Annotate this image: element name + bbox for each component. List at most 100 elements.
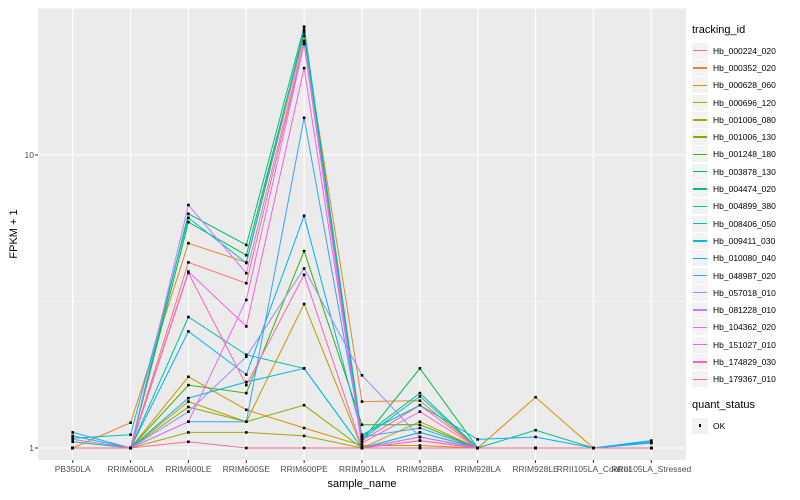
x-tick-label: RRIM600LA <box>107 464 154 474</box>
legend-entry-Hb_081228_010: Hb_081228_010 <box>692 301 798 319</box>
data-point <box>360 400 364 403</box>
data-point <box>187 375 190 379</box>
legend-entry-Hb_000628_060: Hb_000628_060 <box>692 77 798 94</box>
data-point <box>245 420 248 423</box>
legend-entry-Hb_174829_030: Hb_174829_030 <box>692 353 798 370</box>
data-point <box>245 391 248 395</box>
legend-entry-Hb_001006_080: Hb_001006_080 <box>692 111 798 128</box>
x-tick-label: RRIM600PE <box>280 464 328 474</box>
line-swatch-icon <box>693 326 707 329</box>
data-point <box>650 446 653 450</box>
y-tick-label: 1 <box>29 443 34 453</box>
data-point <box>71 446 74 450</box>
legend-entry-Hb_009411_030: Hb_009411_030 <box>692 232 798 249</box>
legend-entry-Hb_057018_010: Hb_057018_010 <box>692 284 798 301</box>
legend-entry-label: Hb_001006_080 <box>713 114 776 125</box>
legend-key-swatch <box>692 181 708 198</box>
legend-entry-label: Hb_179367_010 <box>713 374 776 385</box>
square-point-icon <box>698 424 702 427</box>
data-point <box>418 403 422 407</box>
line-swatch-icon <box>693 222 707 225</box>
data-point <box>418 399 422 402</box>
quant-ok-key <box>692 417 708 434</box>
legend-key-swatch <box>692 232 708 249</box>
data-point <box>187 315 190 319</box>
data-point <box>71 431 74 434</box>
data-point <box>418 435 422 439</box>
x-tick-label: RRIM901LA <box>338 464 386 474</box>
data-point <box>245 281 248 285</box>
data-point <box>302 66 306 70</box>
line-swatch-icon <box>693 136 707 138</box>
legend-key-swatch <box>692 284 708 301</box>
data-point <box>360 374 364 377</box>
data-point <box>187 330 190 333</box>
data-point <box>187 410 190 413</box>
line-swatch-icon <box>693 240 707 242</box>
data-point <box>245 253 248 257</box>
data-point <box>187 420 190 423</box>
legend-entry-Hb_000696_120: Hb_000696_120 <box>692 94 798 111</box>
data-point <box>71 438 74 441</box>
data-point <box>245 380 248 384</box>
x-tick-label: RRIM928LA <box>454 464 501 474</box>
data-point <box>302 25 306 28</box>
data-point <box>418 446 422 450</box>
data-point <box>302 302 306 306</box>
x-tick-label: RRIM928LE <box>512 464 559 474</box>
legend-entry-Hb_008406_050: Hb_008406_050 <box>692 215 798 232</box>
legend-key-swatch <box>692 77 708 94</box>
legend-entry-label: Hb_048987_020 <box>713 270 776 281</box>
data-point <box>360 423 364 427</box>
legend-entry-label: Hb_000224_020 <box>713 45 776 56</box>
legend-entry-label: Hb_001248_180 <box>713 149 776 160</box>
legend-key-swatch <box>692 198 708 215</box>
legend-entry-Hb_179367_010: Hb_179367_010 <box>692 371 798 388</box>
data-point <box>418 426 422 430</box>
data-point <box>187 241 190 245</box>
legend-entry-label: Hb_000628_060 <box>713 80 776 91</box>
legend-key-swatch <box>692 146 708 163</box>
data-point <box>245 383 248 387</box>
legend-entry-Hb_000352_020: Hb_000352_020 <box>692 59 798 76</box>
legend-key-swatch <box>692 353 708 370</box>
data-point <box>650 441 653 445</box>
legend-entry-label: Hb_003878_130 <box>713 166 776 177</box>
data-point <box>418 423 422 427</box>
x-tick-label: RRII105LA_Stressed <box>611 464 692 474</box>
data-point <box>418 431 422 434</box>
data-point <box>245 355 248 358</box>
legend-entry-label: Hb_001006_130 <box>713 132 776 143</box>
data-point <box>245 353 248 357</box>
legend-entry-label: Hb_000696_120 <box>713 97 776 108</box>
data-point <box>302 39 306 43</box>
data-point <box>360 444 364 447</box>
data-point <box>245 431 248 434</box>
data-point <box>187 220 190 224</box>
legend-key-swatch <box>692 267 708 284</box>
line-swatch-icon <box>693 361 707 363</box>
data-point <box>592 446 595 450</box>
data-point <box>418 444 422 447</box>
data-point <box>418 439 422 442</box>
data-point <box>360 441 364 445</box>
data-point <box>187 405 190 409</box>
legend-entry-label: Hb_174829_030 <box>713 356 776 367</box>
legend-entry-label: Hb_010080_040 <box>713 253 776 264</box>
legend-entry-Hb_004899_380: Hb_004899_380 <box>692 198 798 215</box>
legend-entry-Hb_001248_180: Hb_001248_180 <box>692 146 798 163</box>
legend-entry-label: Hb_000352_020 <box>713 62 776 73</box>
legend-entry-Hb_003878_130: Hb_003878_130 <box>692 163 798 180</box>
data-point <box>187 212 190 216</box>
line-swatch-icon <box>693 49 707 52</box>
data-point <box>302 249 306 253</box>
line-swatch-icon <box>693 84 707 86</box>
legend-entry-Hb_000224_020: Hb_000224_020 <box>692 42 798 59</box>
data-point <box>245 408 248 412</box>
data-point <box>302 34 306 38</box>
line-swatch-icon <box>693 67 707 69</box>
legend-key-swatch <box>692 371 708 388</box>
data-point <box>302 367 306 370</box>
line-swatch-icon <box>693 205 707 207</box>
data-point <box>302 267 306 270</box>
